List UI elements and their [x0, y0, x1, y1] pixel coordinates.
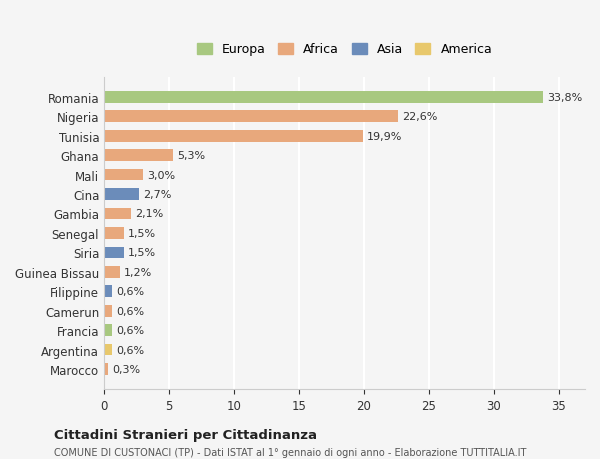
Bar	[104, 150, 173, 162]
Text: 0,3%: 0,3%	[112, 364, 140, 374]
Text: 33,8%: 33,8%	[547, 93, 583, 103]
Bar	[104, 131, 363, 142]
Text: 5,3%: 5,3%	[177, 151, 205, 161]
Bar	[104, 208, 131, 220]
Bar	[104, 247, 124, 259]
Text: 3,0%: 3,0%	[147, 170, 175, 180]
Bar	[104, 364, 108, 375]
Text: COMUNE DI CUSTONACI (TP) - Dati ISTAT al 1° gennaio di ogni anno - Elaborazione : COMUNE DI CUSTONACI (TP) - Dati ISTAT al…	[54, 447, 526, 457]
Text: Cittadini Stranieri per Cittadinanza: Cittadini Stranieri per Cittadinanza	[54, 428, 317, 441]
Text: 22,6%: 22,6%	[402, 112, 437, 122]
Bar	[104, 266, 120, 278]
Bar	[104, 189, 139, 201]
Bar	[104, 344, 112, 356]
Text: 1,5%: 1,5%	[128, 229, 155, 238]
Text: 0,6%: 0,6%	[116, 325, 144, 336]
Text: 0,6%: 0,6%	[116, 306, 144, 316]
Legend: Europa, Africa, Asia, America: Europa, Africa, Asia, America	[197, 43, 492, 56]
Text: 19,9%: 19,9%	[367, 131, 402, 141]
Text: 1,2%: 1,2%	[124, 267, 152, 277]
Bar	[104, 325, 112, 336]
Text: 2,7%: 2,7%	[143, 190, 172, 200]
Bar	[104, 111, 398, 123]
Text: 0,6%: 0,6%	[116, 345, 144, 355]
Bar	[104, 228, 124, 239]
Bar	[104, 286, 112, 297]
Text: 1,5%: 1,5%	[128, 248, 155, 258]
Bar	[104, 92, 544, 103]
Text: 0,6%: 0,6%	[116, 287, 144, 297]
Text: 2,1%: 2,1%	[136, 209, 164, 219]
Bar	[104, 305, 112, 317]
Bar	[104, 169, 143, 181]
